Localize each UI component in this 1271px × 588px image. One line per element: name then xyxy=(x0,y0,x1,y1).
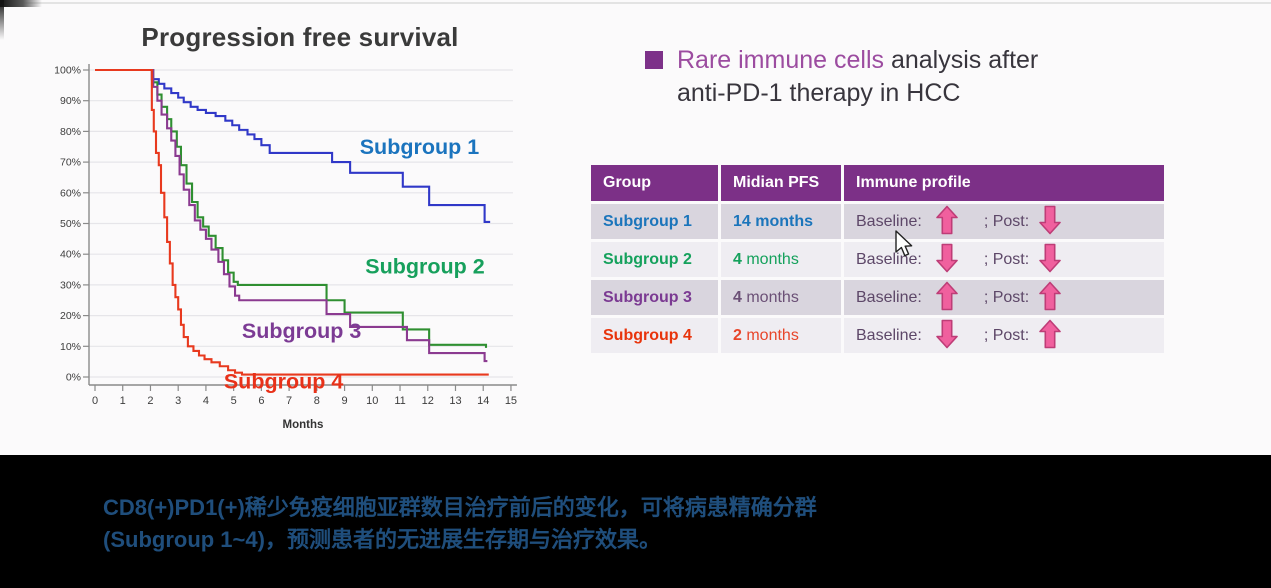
up-arrow-icon xyxy=(936,281,958,310)
down-arrow-icon xyxy=(936,319,958,348)
top-left-dark-corner xyxy=(0,0,42,7)
down-arrow-icon xyxy=(1039,205,1061,234)
group-cell: Subgroup 3 xyxy=(591,280,718,315)
down-arrow-icon xyxy=(936,243,958,272)
col-header-immune-profile: Immune profile xyxy=(844,165,1164,201)
table-row: Subgroup 1 14 months Baseline: ; Post: xyxy=(591,204,1164,239)
svg-text:13: 13 xyxy=(449,395,461,407)
immune-profile-cell: Baseline: ; Post: xyxy=(844,318,1164,353)
down-arrow-icon xyxy=(1039,243,1061,272)
immune-profile-cell: Baseline: ; Post: xyxy=(844,204,1164,239)
pfs-cell: 14 months xyxy=(721,204,841,239)
svg-text:5: 5 xyxy=(231,395,237,407)
heading-rest: analysis after xyxy=(884,46,1039,74)
left-edge-dark-corner xyxy=(0,0,4,40)
svg-text:20%: 20% xyxy=(60,310,81,322)
post-label: ; Post: xyxy=(983,250,1030,268)
svg-text:8: 8 xyxy=(314,395,320,407)
svg-text:12: 12 xyxy=(422,395,434,407)
svg-text:Subgroup 1: Subgroup 1 xyxy=(360,135,479,159)
pfs-cell: 2 months xyxy=(721,318,841,353)
baseline-label: Baseline: xyxy=(856,326,922,344)
svg-text:80%: 80% xyxy=(60,126,81,138)
group-cell: Subgroup 1 xyxy=(591,204,718,239)
baseline-label: Baseline: xyxy=(856,288,922,306)
immune-profile-cell: Baseline: ; Post: xyxy=(844,280,1164,315)
post-label: ; Post: xyxy=(983,326,1030,344)
svg-text:7: 7 xyxy=(286,395,292,407)
heading-line2: anti-PD-1 therapy in HCC xyxy=(677,79,961,107)
table-header-row: Group Midian PFS Immune profile xyxy=(591,165,1164,201)
up-arrow-icon xyxy=(1039,281,1061,310)
svg-text:6: 6 xyxy=(258,395,264,407)
heading-highlight: Rare immune cells xyxy=(677,46,885,74)
svg-text:0%: 0% xyxy=(66,372,81,384)
svg-text:9: 9 xyxy=(342,395,348,407)
up-arrow-icon xyxy=(936,205,958,234)
top-hairline xyxy=(0,2,1271,4)
immune-profile-table: Group Midian PFS Immune profile Subgroup… xyxy=(588,162,1167,356)
baseline-label: Baseline: xyxy=(856,212,922,230)
caption-line2: (Subgroup 1~4)，预测患者的无进展生存期与治疗效果。 xyxy=(103,527,661,552)
svg-text:50%: 50% xyxy=(60,218,81,230)
immune-profile-cell: Baseline:; Post: xyxy=(844,242,1164,277)
svg-text:15: 15 xyxy=(505,395,517,407)
up-arrow-icon xyxy=(1039,319,1061,348)
post-label: ; Post: xyxy=(983,288,1030,306)
col-header-group: Group xyxy=(591,165,718,201)
caption-text: CD8(+)PD1(+)稀少免疫细胞亚群数目治疗前后的变化，可将病患精确分群 (… xyxy=(0,455,1271,556)
chart-title: Progression free survival xyxy=(141,22,459,52)
pfs-survival-chart: 0%10%20%30%40%50%60%70%80%90%100%0 1 2 3 4 5 6… xyxy=(55,64,517,431)
svg-text:14: 14 xyxy=(477,395,489,407)
svg-text:Subgroup 3: Subgroup 3 xyxy=(242,319,361,343)
svg-text:2: 2 xyxy=(147,395,153,407)
pfs-cell: 4 months xyxy=(721,242,841,277)
pfs-cell: 4 months xyxy=(721,280,841,315)
svg-text:10: 10 xyxy=(366,395,378,407)
svg-text:Subgroup 4: Subgroup 4 xyxy=(224,370,343,394)
svg-text:1: 1 xyxy=(120,395,126,407)
svg-text:3: 3 xyxy=(175,395,181,407)
svg-text:90%: 90% xyxy=(60,95,81,107)
svg-text:100%: 100% xyxy=(55,65,81,77)
caption-bar: CD8(+)PD1(+)稀少免疫细胞亚群数目治疗前后的变化，可将病患精确分群 (… xyxy=(0,455,1271,588)
caption-line1: CD8(+)PD1(+)稀少免疫细胞亚群数目治疗前后的变化，可将病患精确分群 xyxy=(103,495,817,520)
bullet-square-icon xyxy=(645,51,663,69)
svg-text:70%: 70% xyxy=(60,157,81,169)
svg-text:4: 4 xyxy=(203,395,209,407)
col-header-midian-pfs: Midian PFS xyxy=(721,165,841,201)
group-cell: Subgroup 4 xyxy=(591,318,718,353)
svg-text:30%: 30% xyxy=(60,279,81,291)
svg-text:Months: Months xyxy=(283,419,324,431)
svg-text:0: 0 xyxy=(92,395,98,407)
right-panel-heading-text: Rare immune cells analysis after anti-PD… xyxy=(677,44,1038,110)
mouse-cursor-icon[interactable] xyxy=(894,230,916,260)
right-panel-heading: Rare immune cells analysis after anti-PD… xyxy=(645,44,1038,110)
post-label: ; Post: xyxy=(983,212,1030,230)
svg-text:11: 11 xyxy=(394,395,405,407)
svg-text:10%: 10% xyxy=(60,341,81,353)
group-cell: Subgroup 2 xyxy=(591,242,718,277)
svg-text:Subgroup 2: Subgroup 2 xyxy=(365,254,484,278)
slide-content-area: Progression free survival 0% 10% 20% 30% 40%… xyxy=(0,0,1271,455)
svg-text:60%: 60% xyxy=(60,187,81,199)
svg-text:40%: 40% xyxy=(60,249,81,261)
